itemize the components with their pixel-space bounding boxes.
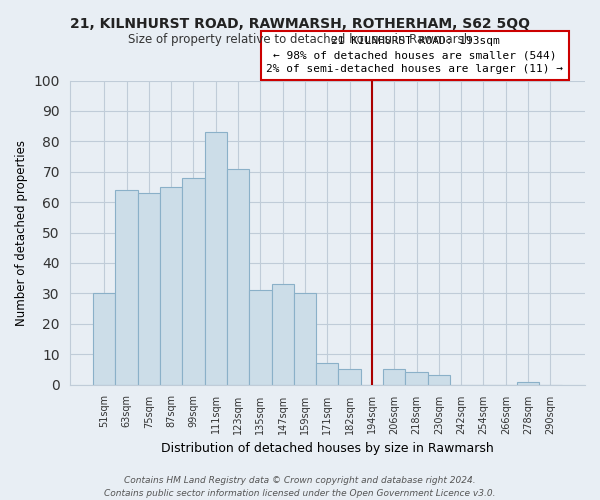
Text: Contains HM Land Registry data © Crown copyright and database right 2024.
Contai: Contains HM Land Registry data © Crown c… xyxy=(104,476,496,498)
Bar xyxy=(428,376,450,384)
Bar xyxy=(517,382,539,384)
Bar xyxy=(316,364,338,384)
Bar xyxy=(406,372,428,384)
Bar xyxy=(294,294,316,384)
Bar xyxy=(338,370,361,384)
Bar xyxy=(227,168,249,384)
Text: 21 KILNHURST ROAD: 193sqm
← 98% of detached houses are smaller (544)
2% of semi-: 21 KILNHURST ROAD: 193sqm ← 98% of detac… xyxy=(266,36,563,74)
Bar xyxy=(272,284,294,384)
Text: 21, KILNHURST ROAD, RAWMARSH, ROTHERHAM, S62 5QQ: 21, KILNHURST ROAD, RAWMARSH, ROTHERHAM,… xyxy=(70,18,530,32)
Bar xyxy=(160,187,182,384)
Y-axis label: Number of detached properties: Number of detached properties xyxy=(15,140,28,326)
Bar xyxy=(115,190,137,384)
Text: Size of property relative to detached houses in Rawmarsh: Size of property relative to detached ho… xyxy=(128,32,472,46)
Bar xyxy=(93,294,115,384)
X-axis label: Distribution of detached houses by size in Rawmarsh: Distribution of detached houses by size … xyxy=(161,442,494,455)
Bar xyxy=(249,290,272,384)
Bar xyxy=(137,193,160,384)
Bar xyxy=(205,132,227,384)
Bar xyxy=(182,178,205,384)
Bar xyxy=(383,370,406,384)
